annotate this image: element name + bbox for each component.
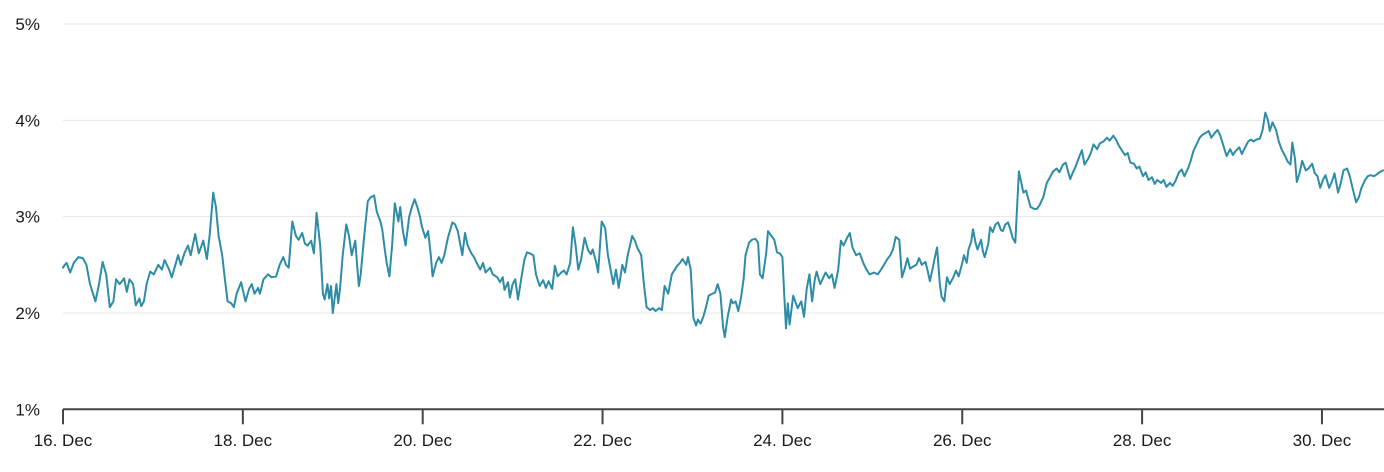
y-axis-label: 1% <box>15 400 40 419</box>
y-axis-label: 3% <box>15 208 40 227</box>
x-axis-label: 28. Dec <box>1113 431 1172 450</box>
x-axis-label: 20. Dec <box>393 431 452 450</box>
x-axis-label: 16. Dec <box>34 431 93 450</box>
x-axis-label: 24. Dec <box>753 431 812 450</box>
y-axis-label: 2% <box>15 304 40 323</box>
x-axis-label: 18. Dec <box>214 431 273 450</box>
y-axis-label: 4% <box>15 111 40 130</box>
x-axis-label: 30. Dec <box>1293 431 1352 450</box>
series-line <box>62 111 1384 339</box>
x-axis-label: 22. Dec <box>573 431 632 450</box>
y-axis-label: 5% <box>15 15 40 34</box>
x-axis-label: 26. Dec <box>933 431 992 450</box>
